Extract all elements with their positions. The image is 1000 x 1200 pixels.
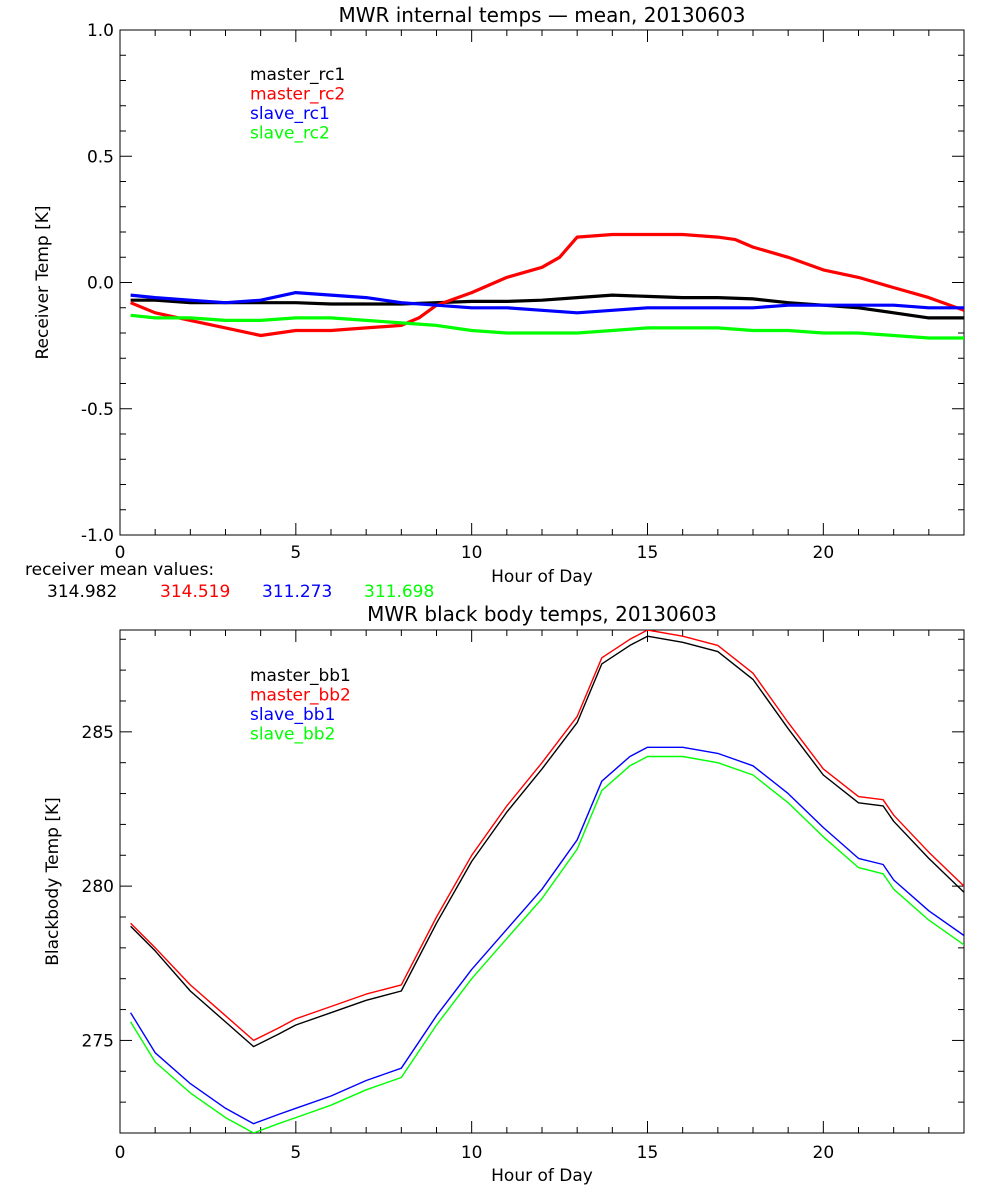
x-axis-label: Hour of Day (491, 567, 593, 587)
y-tick-label: 0.5 (87, 147, 114, 167)
legend-entry-master-bb2: master_bb2 (250, 686, 351, 706)
x-tick-label: 10 (461, 1143, 483, 1163)
series-line-master-rc2 (129, 232, 964, 338)
receiver-mean-master-rc1: 314.982 (47, 582, 117, 602)
legend-entry-slave-bb2: slave_bb2 (250, 725, 335, 745)
series-line-slave-bb1 (130, 746, 964, 1125)
x-tick-label: 15 (637, 1143, 659, 1163)
receiver-means-label: receiver mean values: (25, 560, 214, 580)
receiver-means: receiver mean values: 314.982 314.519 31… (25, 560, 434, 602)
series-line-slave-bb2 (130, 755, 964, 1133)
series-line-slave-rc1 (130, 291, 964, 315)
x-axis-label: Hour of Day (491, 1166, 593, 1186)
y-tick-label: -1.0 (81, 526, 114, 546)
series-line-master-bb1 (130, 635, 964, 1048)
y-tick-label: -0.5 (81, 400, 114, 420)
y-axis-label: Blackbody Temp [K] (43, 797, 63, 966)
y-tick-label: 275 (82, 1031, 114, 1051)
legend-entry-slave-rc1: slave_rc1 (250, 104, 330, 124)
y-tick-label: 285 (82, 723, 114, 743)
x-tick-label: 0 (115, 1143, 126, 1163)
x-tick-label: 10 (461, 543, 483, 563)
x-tick-label: 5 (290, 1143, 301, 1163)
x-tick-label: 5 (290, 543, 301, 563)
x-tick-label: 20 (813, 543, 835, 563)
legend-entry-master-bb1: master_bb1 (250, 666, 351, 686)
receiver-mean-slave-rc1: 311.273 (262, 582, 332, 602)
chart-title: MWR internal temps — mean, 20130603 (338, 3, 745, 27)
x-tick-label: 20 (813, 1143, 835, 1163)
x-tick-label: 15 (637, 543, 659, 563)
receiver-temps-panel: MWR internal temps — mean, 20130603 0 5 10 1… (33, 3, 965, 587)
y-tick-label: 280 (82, 877, 114, 897)
series-line-master-bb2 (130, 630, 964, 1042)
blackbody-temps-panel: MWR black body temps, 20130603 0 5 10 15 20 27… (43, 602, 965, 1186)
series-line-slave-rc2 (130, 313, 964, 340)
y-axis-label: Receiver Temp [K] (33, 205, 53, 359)
chart-title: MWR black body temps, 20130603 (367, 602, 717, 626)
legend-entry-master-rc1: master_rc1 (250, 65, 345, 85)
x-tick-label: 0 (115, 543, 126, 563)
y-tick-label: 0.0 (87, 274, 114, 294)
receiver-mean-slave-rc2: 311.698 (364, 582, 434, 602)
receiver-mean-master-rc2: 314.519 (160, 582, 230, 602)
y-tick-label: 1.0 (87, 21, 114, 41)
legend-entry-slave-rc2: slave_rc2 (250, 124, 330, 144)
legend-entry-slave-bb1: slave_bb1 (250, 705, 335, 725)
legend-entry-master-rc2: master_rc2 (250, 85, 345, 105)
